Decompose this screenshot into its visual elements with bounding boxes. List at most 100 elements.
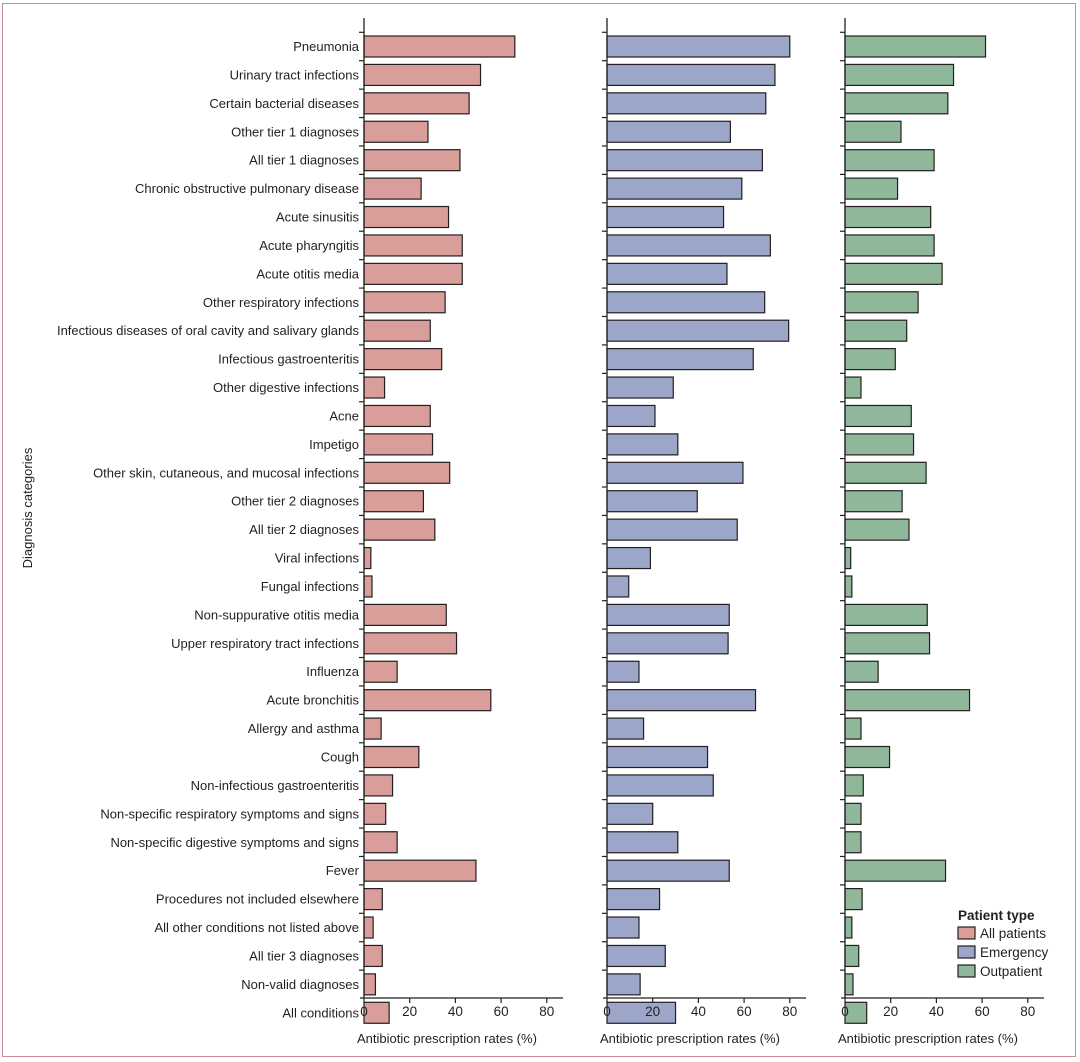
category-label: Upper respiratory tract infections: [171, 636, 359, 651]
bar-outpatient: [844, 1001, 868, 1024]
x-tick-label: 20: [402, 1004, 417, 1019]
bar-emergency: [606, 92, 767, 115]
category-label: All tier 2 diagnoses: [249, 522, 359, 537]
bar-all-patients: [363, 205, 450, 229]
bar-emergency: [606, 461, 744, 484]
x-tick-label: 0: [841, 1004, 849, 1019]
x-tick-label: 80: [782, 1004, 797, 1019]
bar-all-patients: [363, 660, 398, 683]
y-axis-title: Diagnosis categories: [20, 447, 35, 568]
category-label: Other digestive infections: [213, 380, 359, 395]
category-label: Urinary tract infections: [230, 67, 360, 82]
legend-title: Patient type: [958, 908, 1035, 923]
category-label: Other skin, cutaneous, and mucosal infec…: [93, 465, 359, 480]
bar-emergency: [606, 802, 654, 825]
bar-emergency: [606, 35, 791, 58]
bar-outpatient: [844, 717, 862, 740]
bar-outpatient: [844, 944, 860, 968]
legend-swatch: [957, 964, 976, 978]
bar-all-patients: [363, 887, 383, 911]
bar-all-patients: [363, 944, 383, 968]
bar-all-patients: [363, 234, 463, 257]
bar-all-patients: [363, 404, 431, 428]
bar-all-patients: [363, 603, 447, 627]
bar-all-patients: [363, 831, 398, 854]
bar-emergency: [606, 859, 730, 882]
category-label: Pneumonia: [293, 39, 360, 54]
bar-all-patients: [363, 461, 451, 484]
bar-emergency: [606, 717, 645, 740]
bar-all-patients: [363, 859, 477, 882]
bar-emergency: [606, 348, 754, 371]
bar-emergency: [606, 177, 743, 200]
bar-outpatient: [844, 63, 955, 87]
bar-emergency: [606, 63, 776, 87]
bar-emergency: [606, 887, 661, 911]
x-tick-label: 0: [603, 1004, 611, 1019]
category-label: Fever: [326, 863, 360, 878]
category-label: Procedures not included elsewhere: [156, 892, 359, 907]
bar-emergency: [606, 234, 771, 257]
bar-outpatient: [844, 518, 910, 541]
bar-emergency: [606, 603, 730, 627]
bar-outpatient: [844, 376, 862, 399]
bar-outpatient: [844, 831, 862, 854]
bar-all-patients: [363, 1001, 390, 1024]
bar-emergency: [606, 575, 630, 598]
bar-emergency: [606, 774, 714, 797]
category-label: Non-suppurative otitis media: [194, 607, 360, 622]
category-label: Certain bacterial diseases: [209, 96, 359, 111]
bar-all-patients: [363, 177, 422, 200]
bar-all-patients: [363, 546, 372, 570]
bar-outpatient: [844, 973, 854, 996]
bar-all-patients: [363, 745, 420, 769]
bar-outpatient: [844, 461, 927, 484]
bar-emergency: [606, 632, 729, 655]
bar-all-patients: [363, 916, 374, 939]
bar-all-patients: [363, 319, 431, 342]
bar-all-patients: [363, 92, 470, 115]
category-label: Allergy and asthma: [248, 721, 360, 736]
bar-emergency: [606, 973, 641, 996]
bar-all-patients: [363, 632, 458, 655]
bar-outpatient: [844, 177, 899, 200]
figure-frame: [2, 3, 1076, 1057]
bar-all-patients: [363, 35, 516, 58]
x-tick-label: 40: [929, 1004, 944, 1019]
bar-emergency: [606, 745, 709, 769]
x-tick-label: 80: [539, 1004, 554, 1019]
category-label: Infectious gastroenteritis: [218, 352, 359, 367]
x-tick-label: 40: [691, 1004, 706, 1019]
bar-outpatient: [844, 149, 935, 172]
bar-emergency: [606, 546, 652, 570]
x-axis-title: Antibiotic prescription rates (%): [838, 1031, 1018, 1046]
bar-outpatient: [844, 774, 864, 797]
category-label: Other respiratory infections: [203, 295, 360, 310]
bar-outpatient: [844, 632, 931, 655]
bar-outpatient: [844, 575, 853, 598]
bar-outpatient: [844, 291, 919, 314]
bar-outpatient: [844, 120, 902, 143]
bar-all-patients: [363, 774, 394, 797]
category-label: Other tier 2 diagnoses: [231, 494, 359, 509]
category-label: Acute bronchitis: [267, 693, 360, 708]
category-label: All tier 3 diagnoses: [249, 948, 359, 963]
bar-emergency: [606, 149, 763, 172]
bar-emergency: [606, 944, 666, 968]
bar-emergency: [606, 831, 679, 854]
bar-outpatient: [844, 916, 853, 939]
bar-emergency: [606, 262, 728, 285]
bar-outpatient: [844, 234, 935, 257]
x-tick-label: 20: [883, 1004, 898, 1019]
bar-all-patients: [363, 973, 377, 996]
bar-outpatient: [844, 689, 971, 712]
bar-outpatient: [844, 262, 943, 285]
category-label: Cough: [321, 750, 359, 765]
bar-all-patients: [363, 689, 492, 712]
legend-label: Outpatient: [980, 964, 1043, 979]
bar-emergency: [606, 120, 731, 143]
bar-emergency: [606, 319, 790, 342]
category-label: All tier 1 diagnoses: [249, 153, 359, 168]
bar-emergency: [606, 1001, 677, 1024]
bar-all-patients: [363, 575, 373, 598]
